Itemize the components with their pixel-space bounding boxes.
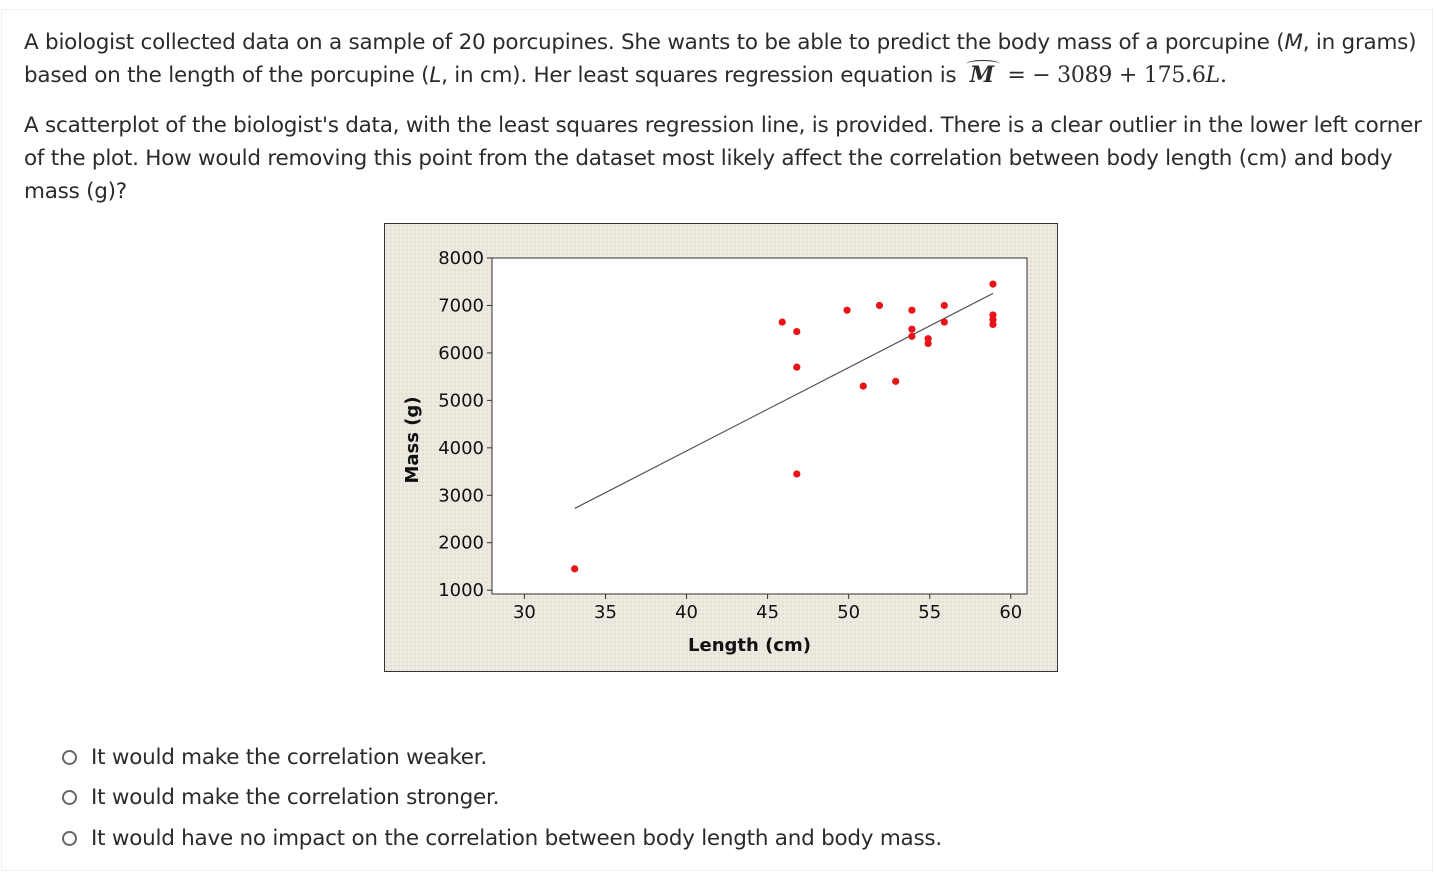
y-tick-label: 3000 <box>438 485 484 506</box>
length-variable: L <box>429 63 442 88</box>
x-tick-label: 35 <box>594 602 617 623</box>
y-tick-label: 2000 <box>438 533 484 554</box>
equation-length-variable: L <box>1205 63 1221 88</box>
predicted-mass-symbol: M <box>965 59 1000 92</box>
question-paragraph-2: A scatterplot of the biologist's data, w… <box>24 113 1422 204</box>
option-label: It would make the correlation weaker. <box>91 744 487 770</box>
x-tick-label: 50 <box>837 602 860 623</box>
x-tick-label: 55 <box>918 602 941 623</box>
data-point <box>908 306 916 314</box>
question-panel <box>1 9 1433 871</box>
data-point <box>924 339 932 348</box>
radio-button[interactable] <box>62 830 77 846</box>
data-point <box>940 318 948 326</box>
data-point <box>793 363 801 371</box>
x-tick-label: 45 <box>756 602 779 623</box>
data-point <box>843 306 851 314</box>
y-tick-label: 8000 <box>438 248 484 269</box>
radio-button[interactable] <box>62 790 77 806</box>
data-point <box>793 470 801 478</box>
question-paragraph-1: A biologist collected data on a sample o… <box>24 26 1424 92</box>
data-point <box>778 318 786 326</box>
x-axis-title: Length (cm) <box>688 635 811 656</box>
data-point <box>908 332 916 340</box>
radio-button[interactable] <box>62 749 77 765</box>
y-axis-title: Mass (g) <box>402 396 423 483</box>
equation-rhs: = − 3089 + 175.6 <box>1007 63 1206 88</box>
y-tick-label: 6000 <box>438 343 484 364</box>
mass-variable: M <box>1284 30 1303 55</box>
option-no-impact[interactable]: It would have no impact on the correlati… <box>62 818 942 859</box>
option-stronger[interactable]: It would make the correlation stronger. <box>62 778 942 819</box>
data-point <box>940 301 948 310</box>
plot-area <box>491 257 1028 595</box>
x-tick-label: 60 <box>999 602 1022 623</box>
data-point <box>989 320 997 329</box>
option-label: It would make the correlation stronger. <box>91 785 500 811</box>
answer-options: It would make the correlation weaker. It… <box>62 737 942 859</box>
data-point <box>859 382 867 390</box>
data-point <box>793 327 801 336</box>
equation-end: . <box>1219 63 1227 88</box>
data-point <box>989 280 997 288</box>
mass-unit-text: , in grams) based on the length of the p… <box>24 30 1417 88</box>
data-point <box>875 301 884 310</box>
regression-equation: M = − 3089 + 175.6L. <box>963 60 1227 88</box>
x-tick-label: 40 <box>675 602 698 623</box>
y-tick-label: 4000 <box>438 438 484 459</box>
option-label: It would have no impact on the correlati… <box>91 825 942 851</box>
data-point <box>892 377 900 385</box>
y-tick-label: 7000 <box>438 295 484 316</box>
length-unit-text: , in cm). Her least squares regression e… <box>441 63 963 88</box>
data-point <box>908 325 916 333</box>
x-tick-label: 30 <box>513 602 536 623</box>
y-tick-label: 1000 <box>438 580 484 601</box>
y-tick-label: 5000 <box>438 390 484 411</box>
scatterplot: 30 35 40 45 50 55 60 1000 2000 3000 4000 5000 6000 70… <box>384 223 1058 672</box>
option-weaker[interactable]: It would make the correlation weaker. <box>62 737 942 778</box>
scatterplot-svg: 30 35 40 45 50 55 60 1000 2000 3000 4000 5000 6000 70… <box>402 248 1028 656</box>
regression-line <box>574 292 994 509</box>
intro-text: A biologist collected data on a sample o… <box>24 30 1285 55</box>
data-point <box>571 565 579 573</box>
